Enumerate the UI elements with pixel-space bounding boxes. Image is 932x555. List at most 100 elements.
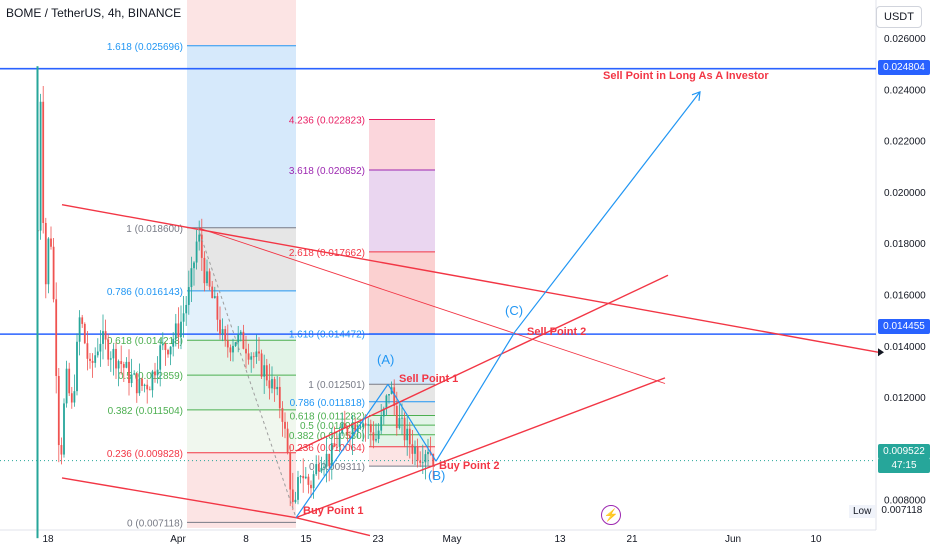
price-axis-tick: 0.026000 [884, 34, 926, 45]
candle-body [83, 323, 86, 344]
candle-body [260, 353, 263, 377]
candle-body [146, 384, 149, 390]
fib-left-label: 0 (0.007118) [127, 518, 183, 529]
candle-body [333, 443, 336, 447]
candle-body [112, 348, 115, 359]
candle-body [211, 286, 214, 299]
candle-body [164, 343, 167, 351]
candle-body [151, 371, 154, 391]
candle-body [180, 321, 182, 337]
candle-body [206, 271, 208, 284]
candle-body [302, 475, 305, 479]
candle-body [226, 340, 229, 348]
candle-body [229, 347, 232, 353]
time-axis-tick: Apr [170, 534, 186, 545]
candle-body [99, 343, 102, 352]
fib-left-label: 0.786 (0.016143) [107, 287, 183, 298]
annotation-wave-a: (A) [377, 352, 394, 367]
candle-body [167, 350, 169, 355]
candle-body [356, 428, 359, 433]
lightning-icon[interactable]: ⚡ [601, 505, 621, 525]
candle-body [128, 361, 130, 384]
fib-left-label: 0.5 (0.012859) [118, 371, 183, 382]
candle-body [263, 365, 266, 377]
candle-body [304, 476, 307, 479]
candle-body [315, 464, 318, 475]
candle-body [380, 416, 383, 431]
fib-right-label: 2.618 (0.017662) [289, 248, 365, 259]
fib-right-blue [369, 333, 435, 385]
candle-body [200, 234, 203, 258]
low-value: 0.007118 [881, 505, 923, 516]
time-axis-tick: 23 [372, 534, 384, 545]
candle-body [239, 331, 242, 335]
candle-body [278, 386, 281, 409]
candle-body [120, 361, 123, 365]
fib-right-label: 0 (0.009311) [309, 462, 365, 473]
candle-body [276, 386, 279, 390]
price-tag-countdown: 47:15 [878, 458, 930, 473]
candle-body [255, 351, 258, 357]
candle-body [406, 428, 409, 441]
candle-body [109, 358, 112, 360]
candle-body [416, 446, 419, 461]
price-tag-level-high: 0.024804 [878, 60, 930, 75]
fib-right-label: 0.786 (0.011818) [290, 398, 365, 409]
fib-left-label: 0.618 (0.014218) [107, 336, 183, 347]
candle-body [421, 462, 424, 464]
price-axis-tick: 0.024000 [884, 85, 926, 96]
fib-right-purple [369, 170, 435, 252]
fib-left-label: 0.236 (0.009828) [107, 449, 183, 460]
candle-body [271, 379, 273, 389]
candle-body [354, 424, 357, 433]
currency-selector[interactable]: USDT [876, 6, 922, 28]
candle-body [395, 405, 398, 429]
candle-body [52, 246, 55, 300]
candle-body [424, 454, 427, 463]
candle-body [190, 268, 193, 288]
candle-body [325, 453, 328, 467]
annotation-wave-b: (B) [428, 468, 445, 483]
candle-body [102, 331, 104, 344]
projection-arrow-head [691, 90, 701, 101]
candle-body [159, 345, 162, 370]
fib-left-label: 1.618 (0.025696) [107, 42, 183, 53]
candle-body [312, 474, 315, 489]
annotation-wave-c: (C) [505, 303, 523, 318]
time-axis-tick: May [443, 534, 462, 545]
candle-body [143, 384, 146, 386]
price-axis-tick: 0.014000 [884, 342, 926, 353]
candle-body [154, 371, 156, 376]
annotation-sell-point-1: Sell Point 1 [399, 373, 458, 385]
candle-body [172, 338, 175, 347]
candle-body [265, 365, 268, 381]
candle-body [367, 424, 370, 426]
fib-right-label: 0.618 (0.011282) [290, 412, 365, 423]
annotation-sell-investor: Sell Point in Long As A Investor [603, 70, 769, 82]
candle-body [86, 343, 89, 359]
fib-left-blue [187, 45, 296, 228]
candle-body [133, 373, 136, 375]
candle-body [403, 417, 406, 441]
candle-body [393, 387, 396, 406]
candle-body [338, 433, 341, 447]
candle-body [177, 323, 180, 337]
candle-body [65, 368, 68, 404]
candle-body [203, 257, 206, 284]
fib-left-label: 1 (0.018600) [126, 224, 183, 235]
time-axis-tick: 15 [300, 534, 312, 545]
price-axis-tick: 0.022000 [884, 137, 926, 148]
time-axis-tick: 21 [626, 534, 638, 545]
candle-body [299, 475, 302, 478]
candle-body [135, 373, 138, 394]
trend-arrow-tip [878, 348, 884, 357]
candle-body [47, 238, 50, 285]
candle-body [148, 389, 151, 391]
candle-body [68, 368, 71, 394]
trendline-thin [197, 227, 666, 384]
candle-spike [36, 66, 39, 539]
candle-body [377, 430, 380, 440]
candle-body [252, 356, 255, 358]
